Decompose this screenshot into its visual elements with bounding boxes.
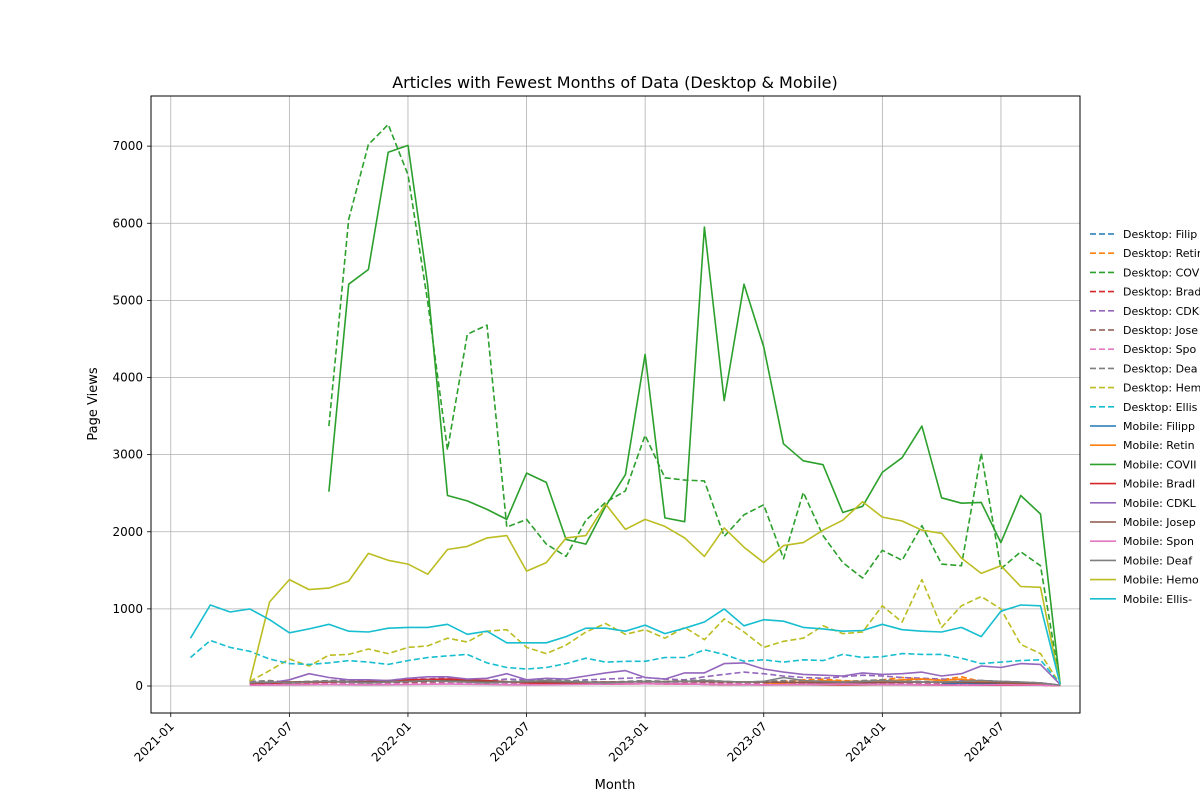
series-line	[249, 662, 1061, 686]
legend-entry: Mobile: COVII	[1123, 458, 1196, 471]
y-tick-label: 0	[135, 679, 143, 693]
legend-entry: Mobile: CDKL	[1123, 497, 1197, 510]
legend-entry: Desktop: COVI	[1123, 266, 1200, 279]
series-line	[328, 144, 1061, 685]
x-axis-label: Month	[595, 778, 636, 793]
legend-entry: Mobile: Ellis-	[1123, 593, 1192, 606]
legend-entry: Mobile: Bradl	[1123, 478, 1195, 491]
series-line	[249, 676, 1061, 686]
legend-entry: Desktop: Filip	[1123, 228, 1197, 241]
series-line	[189, 604, 1061, 685]
y-tick-label: 3000	[112, 448, 143, 462]
y-tick-label: 5000	[112, 293, 143, 307]
series-lines	[189, 123, 1061, 687]
legend-entry: Mobile: Hemo	[1123, 574, 1199, 587]
legend-entry: Desktop: Jose	[1123, 324, 1198, 337]
legend-entry: Desktop: Ellis	[1123, 401, 1198, 414]
legend-entry: Desktop: Retin	[1123, 247, 1200, 260]
legend-entry: Desktop: Brad	[1123, 286, 1200, 299]
y-axis: 0 1000 2000 3000 4000 5000 6000 7000	[112, 139, 151, 693]
legend-entry: Mobile: Spon	[1123, 535, 1194, 548]
grid-lines	[151, 96, 1080, 713]
series-line	[328, 123, 1061, 685]
y-tick-label: 6000	[112, 216, 143, 230]
legend-entry: Desktop: Hem	[1123, 382, 1200, 395]
series-line	[249, 682, 1061, 687]
legend-entry: Mobile: Josep	[1123, 516, 1196, 529]
y-tick-label: 4000	[112, 371, 143, 385]
legend-entry: Mobile: Filipp	[1123, 420, 1195, 433]
legend-entry: Mobile: Retin	[1123, 439, 1195, 452]
y-axis-label: Page Views	[86, 367, 101, 440]
legend-entry: Desktop: Spo	[1123, 343, 1197, 356]
legend-entry: Mobile: Deaf	[1123, 554, 1193, 567]
chart-title: Articles with Fewest Months of Data (Des…	[392, 73, 838, 92]
y-tick-label: 1000	[112, 602, 143, 616]
legend-entry: Desktop: CDKL	[1123, 305, 1200, 318]
series-line	[249, 500, 1061, 685]
y-tick-label: 2000	[112, 525, 143, 539]
legend: Desktop: Filip Desktop: Retin Desktop: COV…	[1090, 228, 1200, 606]
series-line	[189, 639, 1061, 685]
series-line	[249, 578, 1061, 685]
legend-entry: Desktop: Dea	[1123, 362, 1198, 375]
plot-frame	[150, 95, 1081, 714]
y-tick-label: 7000	[112, 139, 143, 153]
